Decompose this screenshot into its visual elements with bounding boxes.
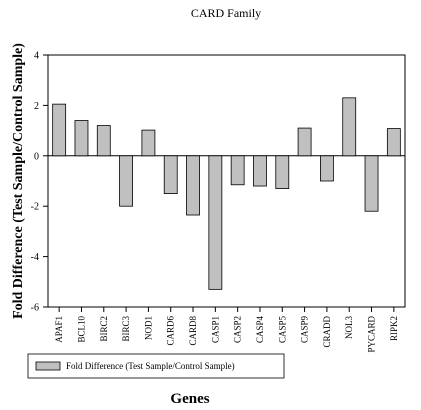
x-tick-label: NOD1	[143, 316, 153, 340]
bar-casp1	[208, 155, 223, 290]
bar-nod1	[141, 129, 156, 157]
x-tick-label: CARD8	[188, 316, 198, 346]
x-tick-label: CASP9	[300, 316, 310, 344]
bar-pycard	[364, 155, 379, 212]
bar-nol3	[342, 97, 357, 157]
bar-birc3	[119, 155, 133, 207]
bar-casp4	[253, 155, 267, 187]
y-axis-label: Fold Difference (Test Sample/Control Sam…	[11, 43, 26, 319]
y-tick-label: -6	[31, 303, 39, 314]
y-tick-label: -4	[31, 252, 39, 263]
x-tick-label: CASP1	[210, 316, 220, 343]
bar-bcl10	[74, 120, 89, 157]
x-tick-label: RIPK2	[389, 316, 399, 341]
bar-card8	[186, 155, 200, 216]
bar-birc2	[96, 125, 111, 157]
bar-casp9	[297, 127, 312, 157]
x-tick-label: NOL3	[344, 316, 354, 339]
x-tick-label: CASP2	[233, 316, 243, 343]
plot-area	[47, 54, 406, 308]
legend-swatch	[35, 361, 61, 371]
bar-card6	[163, 155, 178, 195]
y-tick-label: 0	[34, 151, 39, 162]
legend: Fold Difference (Test Sample/Control Sam…	[27, 353, 285, 379]
x-axis-label: Genes	[170, 391, 209, 407]
x-tick-label: APAF1	[54, 316, 64, 343]
x-tick-label: BCL10	[76, 316, 86, 343]
y-tick-label: 4	[34, 51, 39, 62]
chart-title: CARD Family	[191, 6, 261, 20]
bar-apaf1	[52, 103, 67, 157]
x-tick-label: BIRC2	[99, 316, 109, 342]
x-tick-label: CRADD	[322, 316, 332, 348]
y-tick-label: 2	[34, 101, 39, 112]
x-tick-label: BIRC3	[121, 316, 131, 342]
bar-cradd	[320, 155, 334, 182]
bar-casp2	[230, 155, 245, 186]
bar-ripk2	[386, 128, 401, 157]
legend-box	[27, 353, 285, 379]
x-tick-label: CASP5	[277, 316, 287, 344]
y-tick-label: -2	[31, 202, 39, 213]
bar-casp5	[275, 155, 290, 189]
legend-label: Fold Difference (Test Sample/Control Sam…	[66, 361, 235, 371]
x-tick-label: PYCARD	[367, 316, 377, 353]
x-tick-label: CARD6	[166, 316, 176, 346]
x-tick-label: CASP4	[255, 316, 265, 344]
